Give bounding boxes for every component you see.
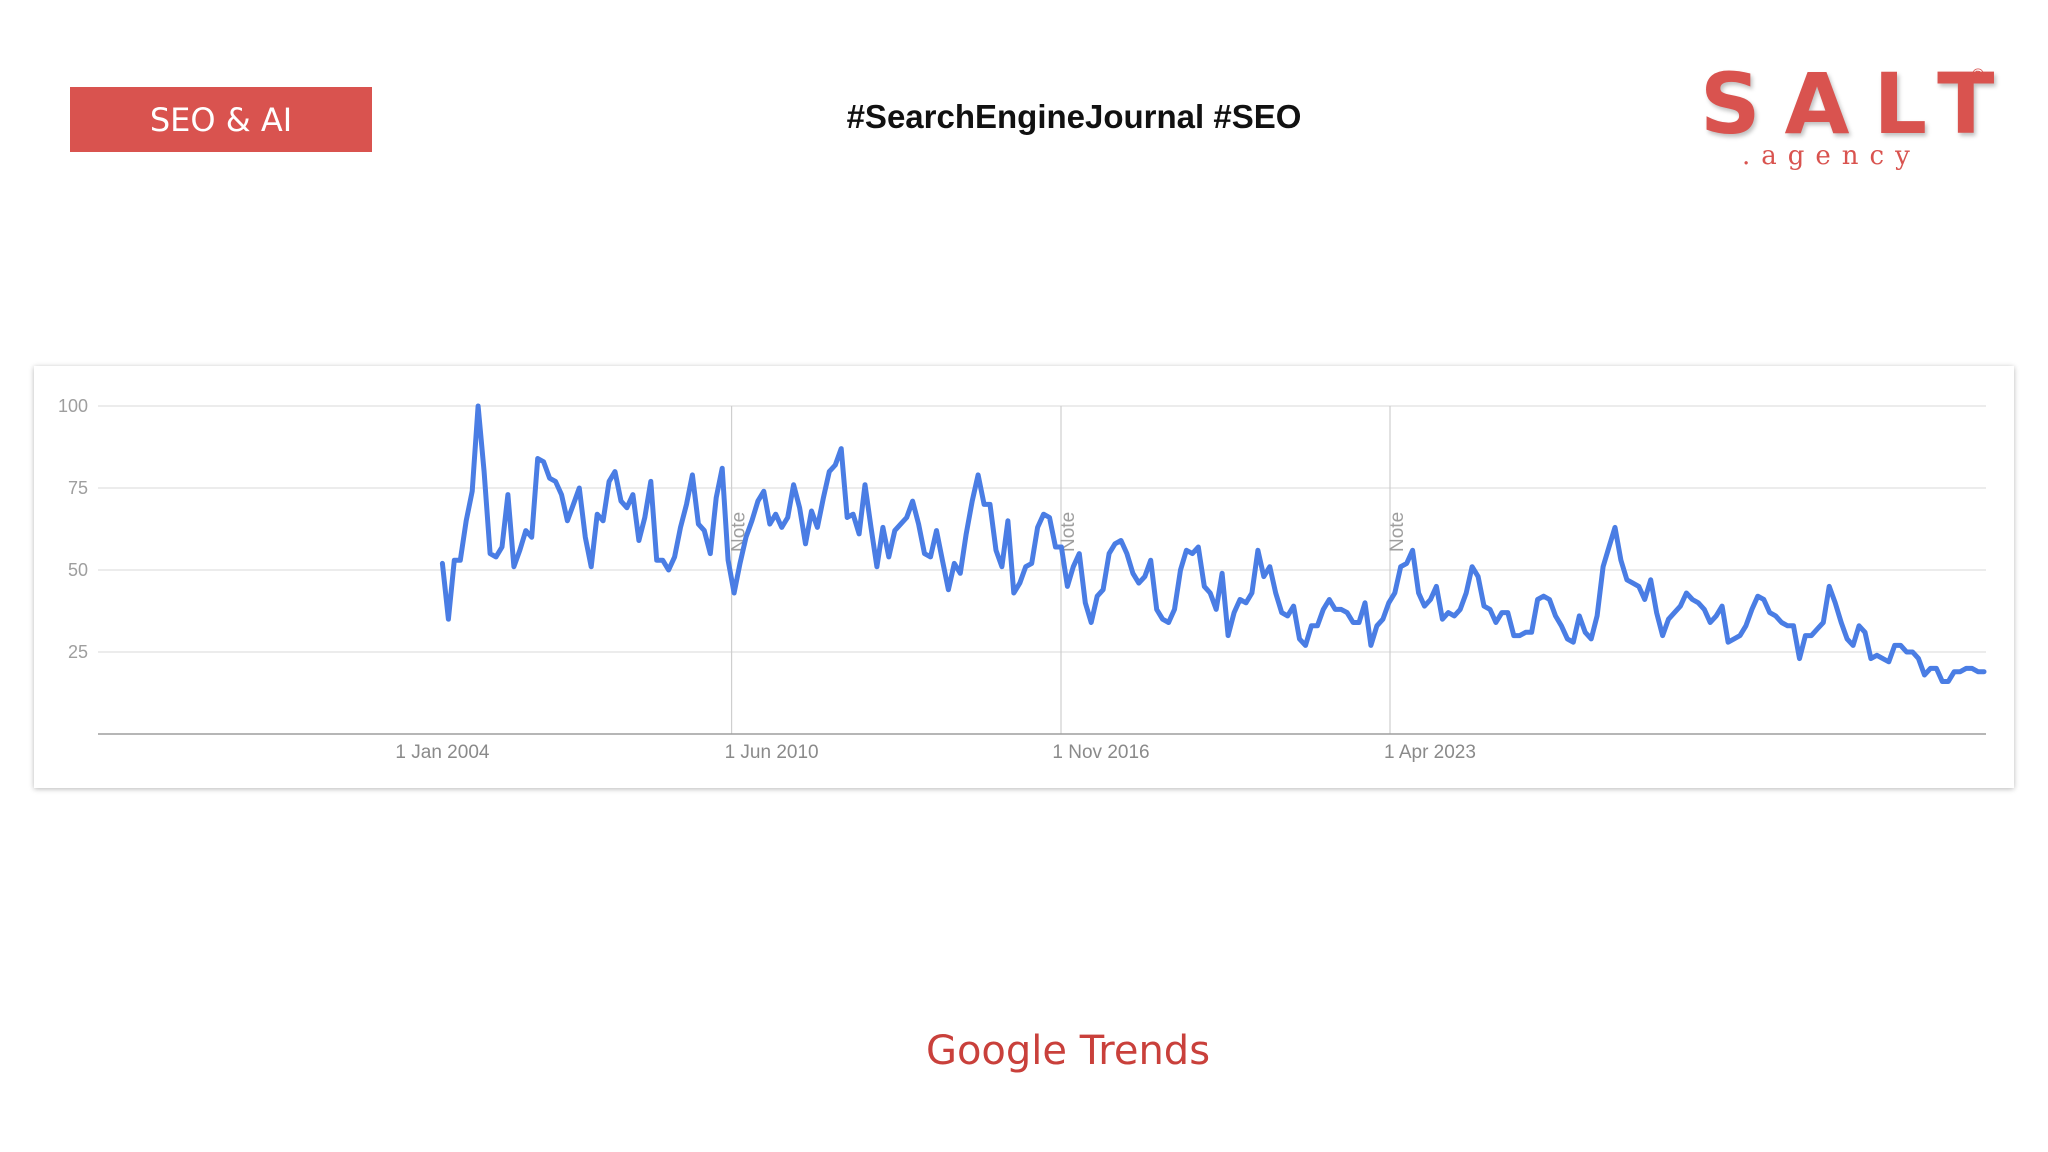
y-tick-label: 50	[68, 560, 88, 580]
logo-subtitle: .agency	[1742, 141, 1921, 171]
x-tick-label: 1 Jan 2004	[395, 742, 489, 763]
seo-ai-tag: SEO & AI	[70, 87, 372, 152]
note-label: Note	[1058, 512, 1079, 552]
salt-agency-logo: SALT ® .agency	[1700, 55, 2000, 185]
note-annotation: Note	[1387, 512, 1408, 552]
chart-annotations: Note Note Note	[729, 512, 1408, 552]
y-tick-label: 100	[58, 396, 88, 416]
trends-chart-card: 25 50 75 100 1 Jan 2004 1 Jun 2010 1 Nov 2016…	[34, 366, 2014, 788]
y-tick-label: 75	[68, 478, 88, 498]
y-axis-ticks: 25 50 75 100	[58, 396, 88, 662]
note-label: Note	[1387, 512, 1408, 552]
logo-registered-mark: ®	[1970, 65, 1986, 84]
x-tick-label: 1 Apr 2023	[1384, 742, 1476, 763]
trends-line-chart: 25 50 75 100 1 Jan 2004 1 Jun 2010 1 Nov 2016…	[58, 396, 1987, 763]
y-tick-label: 25	[68, 642, 88, 662]
hashtags-heading: #SearchEngineJournal #SEO	[846, 98, 1302, 135]
logo-wordmark: SALT	[1700, 55, 2019, 153]
x-tick-label: 1 Jun 2010	[725, 742, 819, 763]
series-line	[439, 403, 1987, 684]
note-annotation: Note	[1058, 512, 1079, 552]
source-caption: Google Trends	[925, 1028, 1211, 1074]
x-tick-label: 1 Nov 2016	[1052, 742, 1149, 763]
x-axis-ticks: 1 Jan 2004 1 Jun 2010 1 Nov 2016 1 Apr 2023	[395, 742, 1476, 763]
chart-grid	[98, 405, 1986, 653]
